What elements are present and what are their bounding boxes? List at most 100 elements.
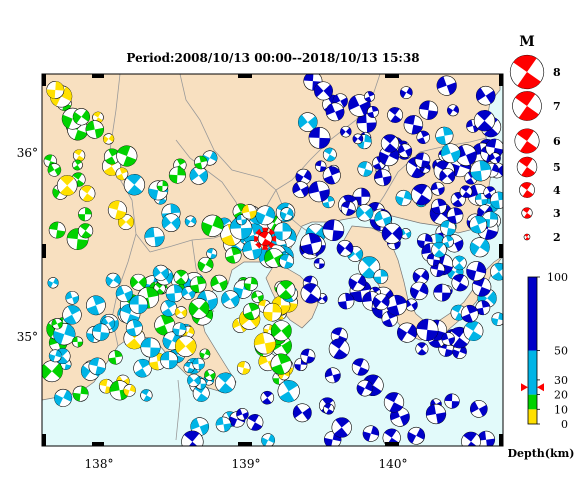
colorbar-tick-label: 50 <box>554 345 568 358</box>
focal-mechanism <box>308 180 330 203</box>
frame-tick-mark <box>92 74 104 78</box>
magnitude-legend-label: 8 <box>553 66 561 79</box>
focal-mechanism <box>129 295 148 314</box>
boundary-line <box>371 137 487 215</box>
focal-mechanism <box>351 358 370 376</box>
focal-mechanism <box>54 388 73 407</box>
focal-mechanism <box>300 283 322 304</box>
lat-label-36: 36° <box>17 146 38 160</box>
focal-mechanism <box>273 222 292 241</box>
lon-label-140: 140° <box>379 457 408 471</box>
focal-mechanism <box>279 253 294 269</box>
magnitude-legend-symbol <box>512 91 542 121</box>
focal-mechanism <box>206 248 218 260</box>
magnitude-legend-label: 3 <box>553 207 561 220</box>
focal-mechanism <box>414 152 431 168</box>
focal-mechanism <box>144 226 165 248</box>
focal-mechanism <box>165 284 184 303</box>
focal-mechanism <box>416 318 439 342</box>
focal-mechanism <box>469 215 488 234</box>
focal-mechanism <box>253 332 276 355</box>
focal-mechanism <box>140 389 153 402</box>
focal-mechanism <box>407 426 426 445</box>
focal-mechanism <box>123 174 146 196</box>
lat-label-35: 35° <box>17 330 38 344</box>
focal-mechanism <box>441 332 455 346</box>
focal-mechanism <box>42 360 63 383</box>
focal-mechanism <box>358 256 381 279</box>
focal-mechanism <box>447 104 459 117</box>
focal-mechanism <box>160 351 179 370</box>
longitude-labels: 138° 139° 140° <box>85 457 408 471</box>
focal-mechanism <box>154 314 176 336</box>
frame-tick-mark <box>42 244 46 258</box>
colorbar-segment <box>528 394 537 410</box>
focal-mechanism <box>411 183 433 206</box>
focal-mechanism <box>314 81 333 101</box>
focal-mechanism <box>243 276 258 291</box>
frame-tick-mark <box>499 244 503 258</box>
colorbar-segment <box>528 350 537 395</box>
focal-mechanism <box>340 125 352 138</box>
focal-mechanism <box>215 416 232 433</box>
focal-mechanism <box>183 361 195 374</box>
focal-mechanism <box>324 367 341 384</box>
focal-mechanism <box>425 403 447 425</box>
frame-tick-mark <box>385 442 399 446</box>
frame-tick-mark <box>42 434 46 446</box>
focal-mechanism <box>300 232 322 255</box>
focal-mechanism <box>298 112 318 132</box>
focal-mechanism <box>174 335 197 358</box>
focal-mechanism <box>116 145 138 167</box>
focal-mechanism <box>364 91 375 103</box>
focal-mechanism <box>184 215 197 228</box>
focal-mechanism <box>123 384 136 397</box>
focal-mechanism <box>242 302 261 320</box>
focal-mechanism <box>404 298 418 312</box>
magnitude-legend-symbol <box>519 182 535 198</box>
magnitude-legend-symbol <box>516 156 538 178</box>
depth-marker-right <box>537 383 544 392</box>
focal-mechanism <box>366 105 379 118</box>
focal-mechanism <box>173 269 189 285</box>
focal-mechanism <box>410 281 429 301</box>
colorbar-tick-label: 10 <box>554 403 568 416</box>
focal-mechanism <box>246 414 264 431</box>
focal-mechanism <box>387 107 404 123</box>
focal-mechanism <box>56 175 78 196</box>
focal-mechanism <box>440 143 461 164</box>
focal-mechanism <box>460 304 479 323</box>
focal-mechanism <box>471 277 492 297</box>
focal-mechanism <box>383 392 405 413</box>
magnitude-legend: M 8 7 6 5 4 3 2 <box>509 34 561 244</box>
focal-mechanism <box>473 110 496 132</box>
frame-tick-mark <box>238 74 252 78</box>
focal-mechanism <box>357 161 373 177</box>
magnitude-legend-symbol <box>514 128 540 154</box>
map-panel: 138° 139° 140° 36° 35° <box>17 73 504 471</box>
magnitude-legend-symbol <box>521 207 533 219</box>
focal-mechanism <box>174 306 188 319</box>
magnitude-legend-label: 2 <box>553 231 561 244</box>
focal-mechanism <box>295 168 312 185</box>
focal-mechanism <box>470 160 492 182</box>
map-frame <box>41 73 504 447</box>
focal-mechanism <box>115 167 129 181</box>
focal-mechanism <box>72 336 84 348</box>
frame-tick-mark <box>238 442 252 446</box>
focal-mechanism <box>489 152 501 164</box>
focal-mechanism <box>115 285 133 303</box>
colorbar-tick-label: 0 <box>561 418 568 431</box>
focal-mechanism <box>46 81 65 99</box>
focal-mechanism <box>199 348 211 360</box>
focal-mechanism <box>452 255 467 271</box>
focal-mechanism <box>72 385 89 402</box>
focal-mechanism <box>201 214 224 237</box>
colorbar-tick-label: 100 <box>547 271 568 284</box>
boundary-line <box>179 74 277 191</box>
focal-mechanism <box>397 322 418 343</box>
focal-mechanism <box>356 204 374 222</box>
focal-mechanism <box>161 213 181 233</box>
magnitude-legend-symbol <box>509 54 545 90</box>
focal-mechanism <box>444 393 460 409</box>
